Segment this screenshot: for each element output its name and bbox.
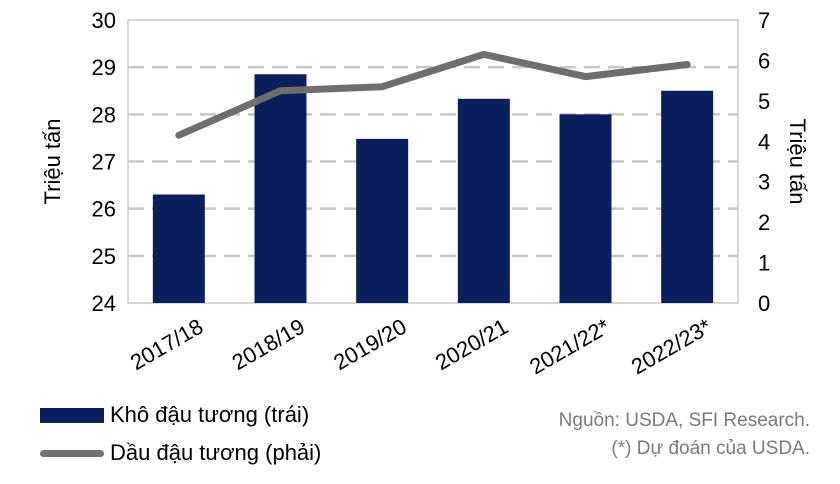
bar [661,90,714,303]
chart: 24 25 26 27 28 29 30 0 1 2 3 4 5 6 7 Triệu tấn Triệu tấn… [40,8,810,379]
y-right-tick-label: 0 [758,291,770,316]
y-right-axis-title: Triệu tấn [785,118,810,204]
forecast-note: (*) Dự đoán của USDA. [611,438,810,459]
y-right-tick-label: 6 [758,48,770,73]
y-left-tick-label: 29 [92,55,116,80]
y-left-tick-label: 27 [92,150,116,175]
y-right-tick-label: 2 [758,210,770,235]
y-right-tick-label: 3 [758,170,770,195]
y-left-tick-label: 25 [92,244,116,269]
bar [254,74,307,303]
bar [559,114,612,303]
y-left-axis-title: Triệu tấn [40,118,65,204]
y-left-tick-label: 24 [92,291,116,316]
x-tick-label: 2022/23* [627,313,716,379]
legend-bar-swatch [40,407,104,423]
y-right-tick-label: 5 [758,89,770,114]
legend-line-swatch [40,449,104,457]
bar [457,98,510,303]
y-left-tick-label: 28 [92,102,116,127]
y-right-tick-label: 7 [758,8,770,33]
x-tick-label: 2017/18 [126,314,207,375]
legend-bar-label: Khô đậu tương (trái) [110,402,310,427]
y-left-tick-label: 26 [92,197,116,222]
x-tick-label: 2020/21 [431,314,512,375]
bar [152,194,205,303]
legend-item-line: Dầu đậu tương (phải) [40,440,321,466]
bar [356,138,409,303]
y-left-tick-label: 30 [92,8,116,33]
source-note: Nguồn: USDA, SFI Research. [558,410,810,431]
line-series [175,50,691,139]
x-tick-label: 2019/20 [329,314,410,375]
legend-line-label: Dầu đậu tương (phải) [110,440,322,465]
y-right-tick-label: 4 [758,129,770,154]
x-tick-label: 2018/19 [228,314,309,375]
x-tick-label: 2021/22* [525,313,614,379]
y-right-tick-label: 1 [758,251,770,276]
legend-item-bar: Khô đậu tương (trái) [40,402,309,428]
